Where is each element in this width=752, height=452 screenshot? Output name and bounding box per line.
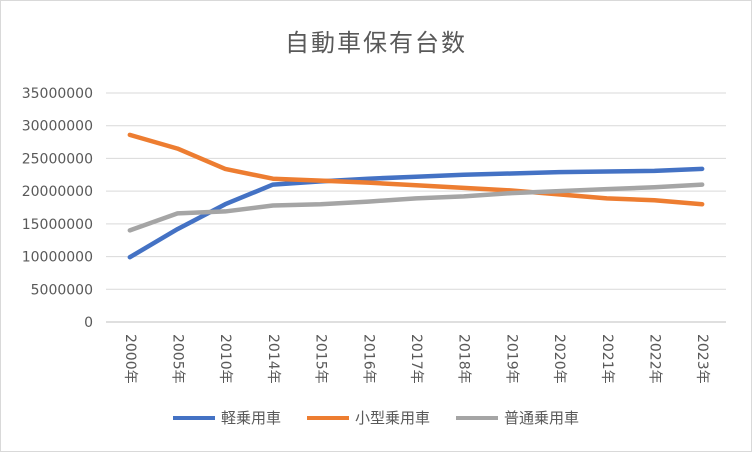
legend-item: 軽乗用車 [172,407,281,428]
legend-swatch [172,415,215,420]
legend-swatch [306,415,349,420]
legend: 軽乗用車 小型乗用車 普通乗用車 [1,407,751,428]
x-tick-label: 2018年 [456,334,472,384]
y-tick-label: 10000000 [22,250,93,266]
y-tick-label: 20000000 [22,184,93,200]
chart-title: 自動車保有台数 [285,29,467,57]
y-tick-label: 0 [84,315,93,331]
series-line-2 [127,132,705,207]
series-line-1 [127,166,705,260]
x-tick-label: 2016年 [360,334,376,384]
series-line-3 [127,182,705,233]
x-tick-label: 2022年 [646,334,662,384]
legend-swatch [456,415,498,420]
x-tick-label: 2021年 [599,334,615,384]
x-tick-label: 2023年 [694,334,710,384]
legend-item: 普通乗用車 [456,407,579,428]
y-tick-label: 15000000 [22,217,93,233]
x-tick-label: 2014年 [265,334,281,384]
x-tick-label: 2020年 [551,334,567,384]
legend-label: 軽乗用車 [220,409,281,427]
y-tick-label: 30000000 [22,119,93,135]
y-tick-label: 25000000 [22,151,93,167]
legend-item: 小型乗用車 [306,407,430,428]
x-tick-label: 2019年 [503,334,519,384]
y-tick-label: 5000000 [31,282,93,298]
x-tick-label: 2010年 [217,334,233,384]
legend-label: 小型乗用車 [354,409,430,427]
y-tick-label: 35000000 [22,86,93,102]
legend-label: 普通乗用車 [504,409,580,427]
line-chart: 0 5000000 10000000 15000000 20000000 25000000… [22,86,726,384]
x-tick-label: 2000年 [122,334,138,384]
x-tick-label: 2017年 [408,334,424,384]
x-tick-label: 2005年 [170,334,186,384]
x-tick-label: 2015年 [313,334,329,384]
